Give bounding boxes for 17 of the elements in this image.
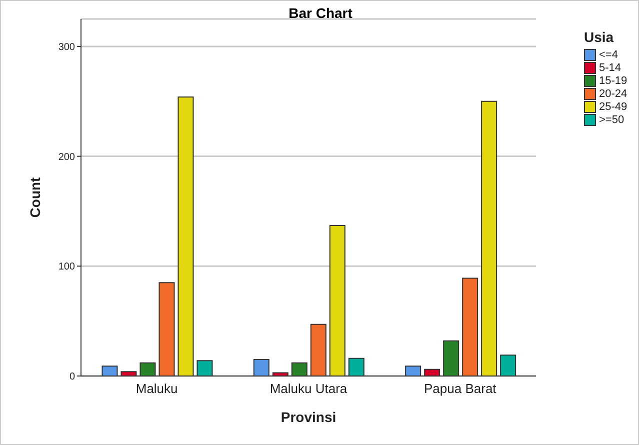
y-tick-label: 0 xyxy=(69,372,76,383)
x-tick-label: Papua Barat xyxy=(424,381,497,396)
legend-label: 25-49 xyxy=(599,101,628,113)
y-tick-label: 200 xyxy=(58,152,76,163)
legend-label: 5-14 xyxy=(599,62,622,74)
legend-label: >=50 xyxy=(599,114,624,126)
y-axis-title: Count xyxy=(26,176,43,218)
x-tick-label: Maluku Utara xyxy=(270,381,348,396)
legend-label: <=4 xyxy=(599,49,618,61)
chart-title: Bar Chart xyxy=(288,5,354,21)
y-tick-label: 300 xyxy=(58,42,76,54)
legend-title: Usia xyxy=(584,29,615,45)
y-tick-label: 100 xyxy=(58,262,76,273)
x-tick-label: Maluku xyxy=(136,381,178,396)
legend-label: 15-19 xyxy=(599,75,628,87)
legend-label: 20-24 xyxy=(599,88,628,100)
x-axis-title: Provinsi xyxy=(280,409,336,425)
